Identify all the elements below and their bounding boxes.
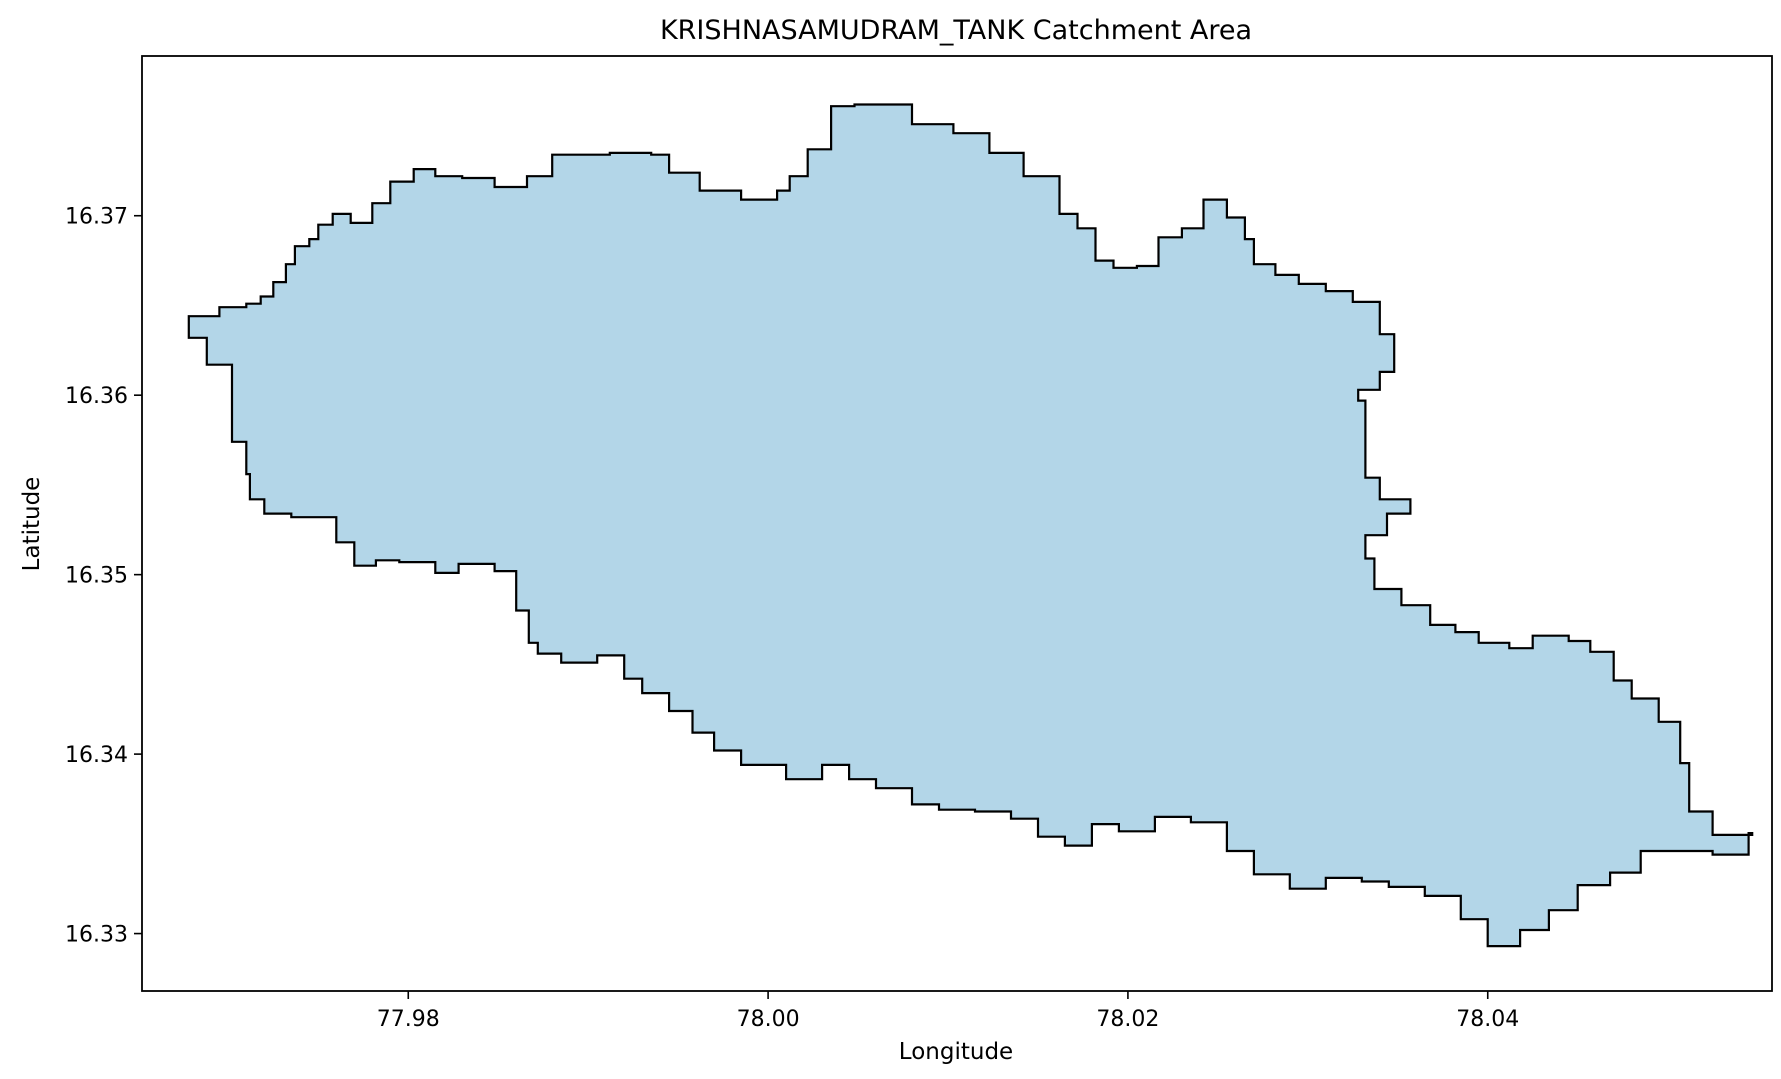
- catchment-polygon: [187, 103, 1754, 948]
- x-tick-label: 78.02: [1096, 1007, 1159, 1032]
- x-tick-label: 78.04: [1456, 1007, 1519, 1032]
- y-axis-label: Latitude: [19, 477, 45, 572]
- x-tick-label: 78.00: [737, 1007, 800, 1032]
- y-tick-label: 16.35: [65, 564, 128, 589]
- x-axis-label: Longitude: [899, 1039, 1013, 1065]
- y-tick-label: 16.34: [65, 743, 128, 768]
- plot-area: [141, 55, 1773, 992]
- y-axis-ticks: 16.33 16.34 16.35 16.36 16.37: [65, 205, 142, 948]
- x-axis-ticks: 77.98 78.00 78.02 78.04: [377, 991, 1519, 1032]
- y-tick-label: 16.37: [65, 205, 128, 230]
- y-tick-label: 16.36: [65, 384, 128, 409]
- y-tick-label: 16.33: [65, 923, 128, 948]
- x-tick-label: 77.98: [377, 1007, 440, 1032]
- chart-title: KRISHNASAMUDRAM_TANK Catchment Area: [660, 15, 1252, 46]
- axes-frame: [141, 55, 1773, 992]
